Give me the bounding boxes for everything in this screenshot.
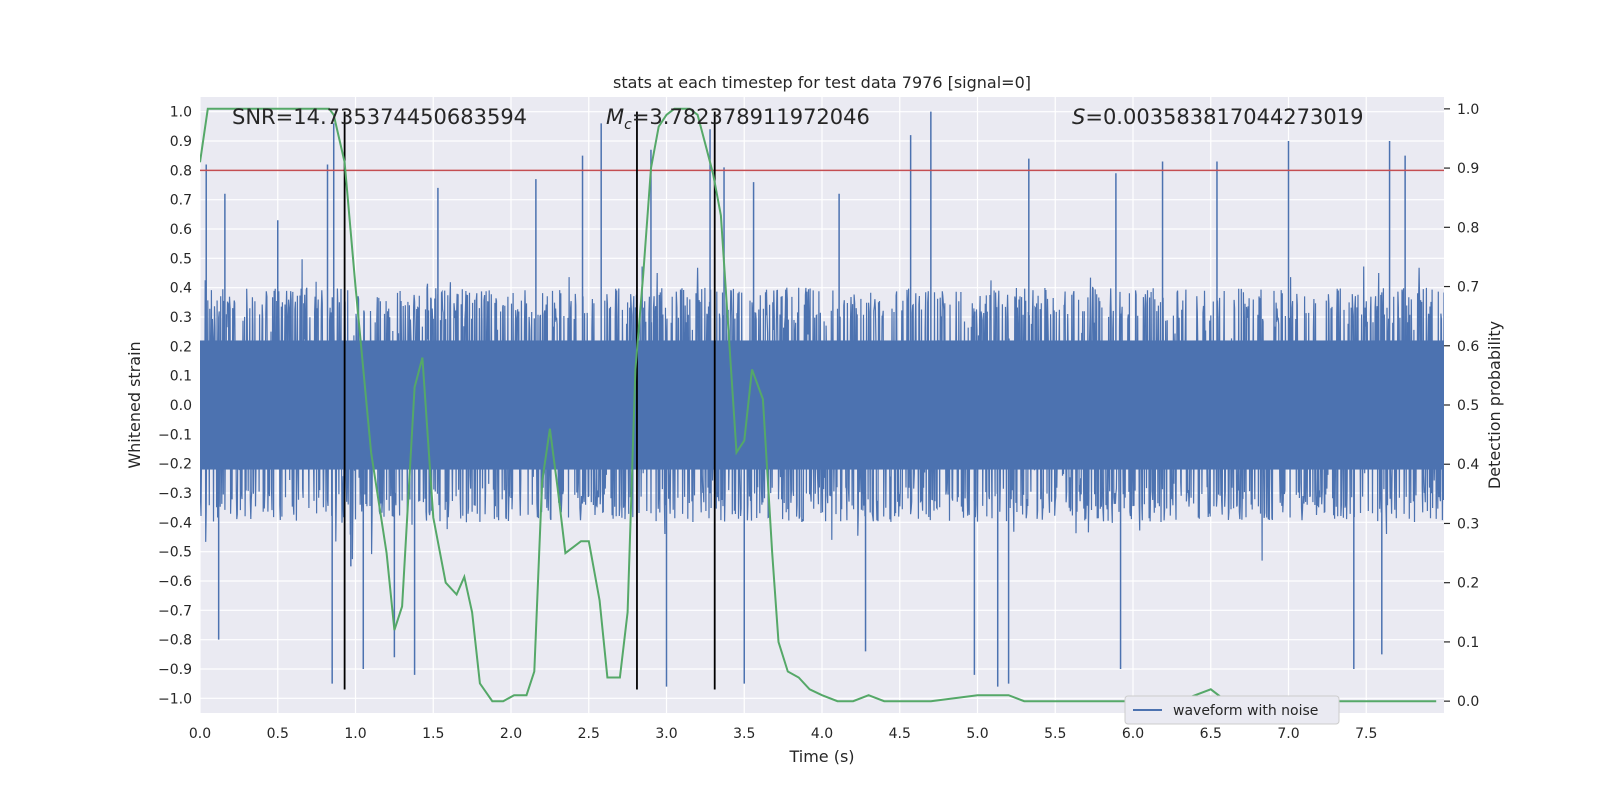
x-tick-label: 2.5 xyxy=(578,726,600,742)
y-left-tick-label: −1.0 xyxy=(158,691,192,707)
x-tick-label: 3.5 xyxy=(733,726,755,742)
y-left-tick-label: 1.0 xyxy=(170,105,192,121)
y-right-tick-label: 0.4 xyxy=(1457,457,1479,473)
chirp-mass-annotation: Mc=3.782378911972046 xyxy=(606,105,870,133)
x-tick-label: 7.0 xyxy=(1277,726,1299,742)
y-left-tick-label: 0.9 xyxy=(170,134,192,150)
x-tick-label: 7.5 xyxy=(1355,726,1377,742)
x-tick-label: 1.5 xyxy=(422,726,444,742)
score-symbol: S xyxy=(1072,105,1085,129)
chirp-mass-symbol: M xyxy=(606,105,624,129)
y-right-tick-label: 0.8 xyxy=(1457,220,1479,236)
y-right-tick-label: 0.6 xyxy=(1457,339,1479,355)
y-left-tick-label: 0.7 xyxy=(170,193,192,209)
y-left-axis-label: Whitened strain xyxy=(125,341,144,468)
legend-label: waveform with noise xyxy=(1173,703,1318,719)
y-right-axis-ticks: 1.0 0.9 0.8 0.7 0.6 0.5 0.4 0.3 0.2 0.1 0.0 xyxy=(1444,102,1479,710)
legend: waveform with noise xyxy=(1124,695,1340,725)
y-left-tick-label: 0.0 xyxy=(170,398,192,414)
y-left-tick-label: −0.4 xyxy=(158,515,192,531)
chirp-mass-subscript: c xyxy=(624,117,632,133)
x-tick-label: 0.5 xyxy=(267,726,289,742)
y-right-axis-label: Detection probability xyxy=(1485,321,1504,489)
y-right-tick-label: 1.0 xyxy=(1457,102,1479,118)
y-left-tick-label: 0.8 xyxy=(170,163,192,179)
y-left-tick-label: −0.6 xyxy=(158,574,192,590)
x-tick-label: 6.0 xyxy=(1122,726,1144,742)
y-right-tick-label: 0.3 xyxy=(1457,516,1479,532)
y-left-tick-label: 0.6 xyxy=(170,222,192,238)
y-right-tick-label: 0.7 xyxy=(1457,280,1479,296)
x-tick-label: 6.5 xyxy=(1200,726,1222,742)
y-left-tick-label: −0.8 xyxy=(158,633,192,649)
score-value: =0.003583817044273019 xyxy=(1085,105,1363,129)
y-left-tick-label: −0.1 xyxy=(158,427,192,443)
y-right-tick-label: 0.9 xyxy=(1457,161,1479,177)
legend-box xyxy=(1124,695,1340,725)
x-tick-label: 3.0 xyxy=(655,726,677,742)
x-axis-label: Time (s) xyxy=(788,747,854,766)
x-tick-label: 5.5 xyxy=(1044,726,1066,742)
x-tick-label: 4.0 xyxy=(811,726,833,742)
y-left-tick-label: 0.2 xyxy=(170,339,192,355)
snr-annotation: SNR=14.735374450683594 xyxy=(232,105,527,129)
waveform-dense-band xyxy=(200,340,1444,470)
y-right-tick-label: 0.1 xyxy=(1457,635,1479,651)
x-tick-label: 5.0 xyxy=(966,726,988,742)
y-right-tick-label: 0.2 xyxy=(1457,576,1479,592)
y-left-tick-label: 0.1 xyxy=(170,369,192,385)
y-left-tick-label: −0.2 xyxy=(158,457,192,473)
y-left-tick-label: 0.5 xyxy=(170,251,192,267)
vertical-markers xyxy=(343,111,716,690)
y-left-tick-label: 0.3 xyxy=(170,310,192,326)
waveform-series xyxy=(200,111,1444,687)
probability-series xyxy=(200,107,1437,703)
y-left-tick-label: 0.4 xyxy=(170,281,192,297)
x-tick-label: 4.5 xyxy=(889,726,911,742)
y-left-tick-label: −0.5 xyxy=(158,545,192,561)
score-annotation: S=0.003583817044273019 xyxy=(1072,105,1363,129)
chirp-mass-value: =3.782378911972046 xyxy=(632,105,870,129)
chart-title: stats at each timestep for test data 797… xyxy=(613,73,1031,92)
x-tick-label: 2.0 xyxy=(500,726,522,742)
y-left-tick-label: −0.9 xyxy=(158,662,192,678)
x-tick-label: 1.0 xyxy=(344,726,366,742)
x-axis-ticks: 0.0 0.5 1.0 1.5 2.0 2.5 3.0 3.5 4.0 4.5 5.0 5.5 6.0 6… xyxy=(189,726,1378,742)
y-right-tick-label: 0.5 xyxy=(1457,398,1479,414)
y-left-axis-ticks: 1.0 0.9 0.8 0.7 0.6 0.5 0.4 0.3 0.2 0.1 0.0 −0.1 −0.… xyxy=(158,105,192,708)
x-tick-label: 0.0 xyxy=(189,726,211,742)
y-right-tick-label: 0.0 xyxy=(1457,694,1479,710)
y-left-tick-label: −0.3 xyxy=(158,486,192,502)
y-left-tick-label: −0.7 xyxy=(158,603,192,619)
